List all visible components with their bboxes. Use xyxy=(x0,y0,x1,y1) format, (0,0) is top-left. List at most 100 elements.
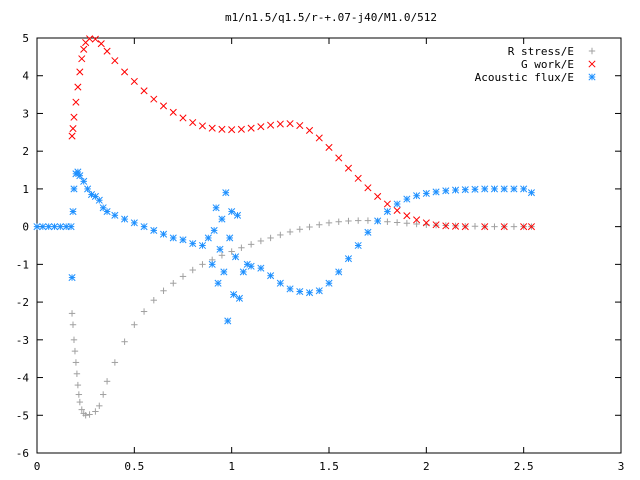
legend-label: Acoustic flux/E xyxy=(475,71,574,84)
data-point xyxy=(189,240,197,248)
data-point xyxy=(222,189,230,197)
data-point xyxy=(218,252,226,259)
data-point xyxy=(140,87,148,95)
data-point xyxy=(70,336,78,344)
y-tick-label: -3 xyxy=(16,334,29,347)
data-point xyxy=(296,121,304,130)
data-point xyxy=(218,125,226,133)
data-point xyxy=(239,268,247,276)
data-point xyxy=(228,207,236,216)
data-point xyxy=(204,234,212,242)
data-point xyxy=(69,124,77,133)
data-point xyxy=(75,391,83,398)
data-point xyxy=(355,217,362,224)
data-point xyxy=(150,95,158,103)
data-point xyxy=(74,83,82,91)
data-point xyxy=(237,125,245,133)
data-point xyxy=(72,98,80,106)
y-tick-label: 1 xyxy=(22,183,29,196)
data-point xyxy=(257,123,265,131)
y-tick-label: 2 xyxy=(22,145,29,158)
data-point xyxy=(159,230,168,238)
data-point xyxy=(238,244,245,251)
data-point xyxy=(95,196,103,204)
data-point xyxy=(413,216,421,224)
data-point xyxy=(461,186,469,194)
data-point xyxy=(84,185,92,193)
data-point xyxy=(296,287,304,296)
data-point xyxy=(491,223,498,230)
data-point xyxy=(305,289,314,297)
plot-frame xyxy=(36,37,622,454)
x-tick-label: 0 xyxy=(34,460,41,473)
data-point xyxy=(78,55,86,63)
data-point xyxy=(325,279,333,287)
data-point xyxy=(481,223,489,231)
data-point xyxy=(76,398,84,406)
data-point xyxy=(230,290,238,299)
data-point xyxy=(140,223,148,231)
data-point xyxy=(91,35,99,43)
data-point xyxy=(140,308,148,315)
data-point xyxy=(71,347,79,355)
legend-marker xyxy=(588,47,596,55)
data-point xyxy=(212,204,220,212)
data-point xyxy=(364,228,372,236)
data-point xyxy=(315,134,323,142)
data-point xyxy=(451,186,460,194)
data-point xyxy=(393,200,401,208)
data-point xyxy=(393,206,401,214)
data-point xyxy=(199,261,206,268)
y-tick-label: -4 xyxy=(16,372,30,385)
data-point xyxy=(481,185,489,193)
data-point xyxy=(76,172,84,180)
y-tick-label: 3 xyxy=(22,107,29,120)
y-tick-label: 0 xyxy=(22,221,29,234)
data-point xyxy=(45,223,53,231)
data-point xyxy=(277,231,284,239)
x-tick-label: 1.5 xyxy=(319,460,339,473)
data-point xyxy=(82,412,89,419)
data-point xyxy=(527,223,536,231)
x-tick-labels: 0 0.5 1 1.5 2 2.5 3 xyxy=(34,460,625,473)
data-point xyxy=(413,192,421,200)
x-tick-label: 3 xyxy=(618,460,625,473)
data-series xyxy=(33,35,536,419)
data-point xyxy=(92,408,99,415)
data-point xyxy=(490,185,499,193)
data-point xyxy=(247,124,255,132)
data-point xyxy=(150,226,158,234)
data-point xyxy=(208,124,216,132)
data-point xyxy=(286,228,294,236)
data-point xyxy=(422,219,430,227)
data-point xyxy=(73,370,81,377)
data-point xyxy=(130,77,138,85)
data-point xyxy=(74,381,82,389)
y-tick-label: -5 xyxy=(16,409,29,422)
y-tick-label: 5 xyxy=(22,32,29,45)
data-point xyxy=(111,211,119,219)
data-point xyxy=(461,223,469,231)
data-point xyxy=(364,217,372,224)
data-point xyxy=(383,200,391,208)
data-point xyxy=(276,279,284,287)
data-point xyxy=(403,195,411,203)
data-point xyxy=(344,255,353,263)
data-point xyxy=(97,40,105,48)
data-point xyxy=(78,406,85,413)
data-point xyxy=(296,226,303,233)
x-tick-label: 2 xyxy=(423,460,430,473)
data-point xyxy=(189,266,196,274)
data-point xyxy=(50,223,59,231)
y-tick-label: -6 xyxy=(16,447,29,460)
data-point xyxy=(220,268,228,276)
legend-marker xyxy=(588,60,596,68)
data-point xyxy=(233,211,242,219)
data-point xyxy=(257,264,265,272)
data-point xyxy=(226,234,234,242)
data-point xyxy=(169,234,177,242)
data-point xyxy=(335,268,343,276)
data-point xyxy=(179,114,187,122)
data-point xyxy=(103,47,111,55)
